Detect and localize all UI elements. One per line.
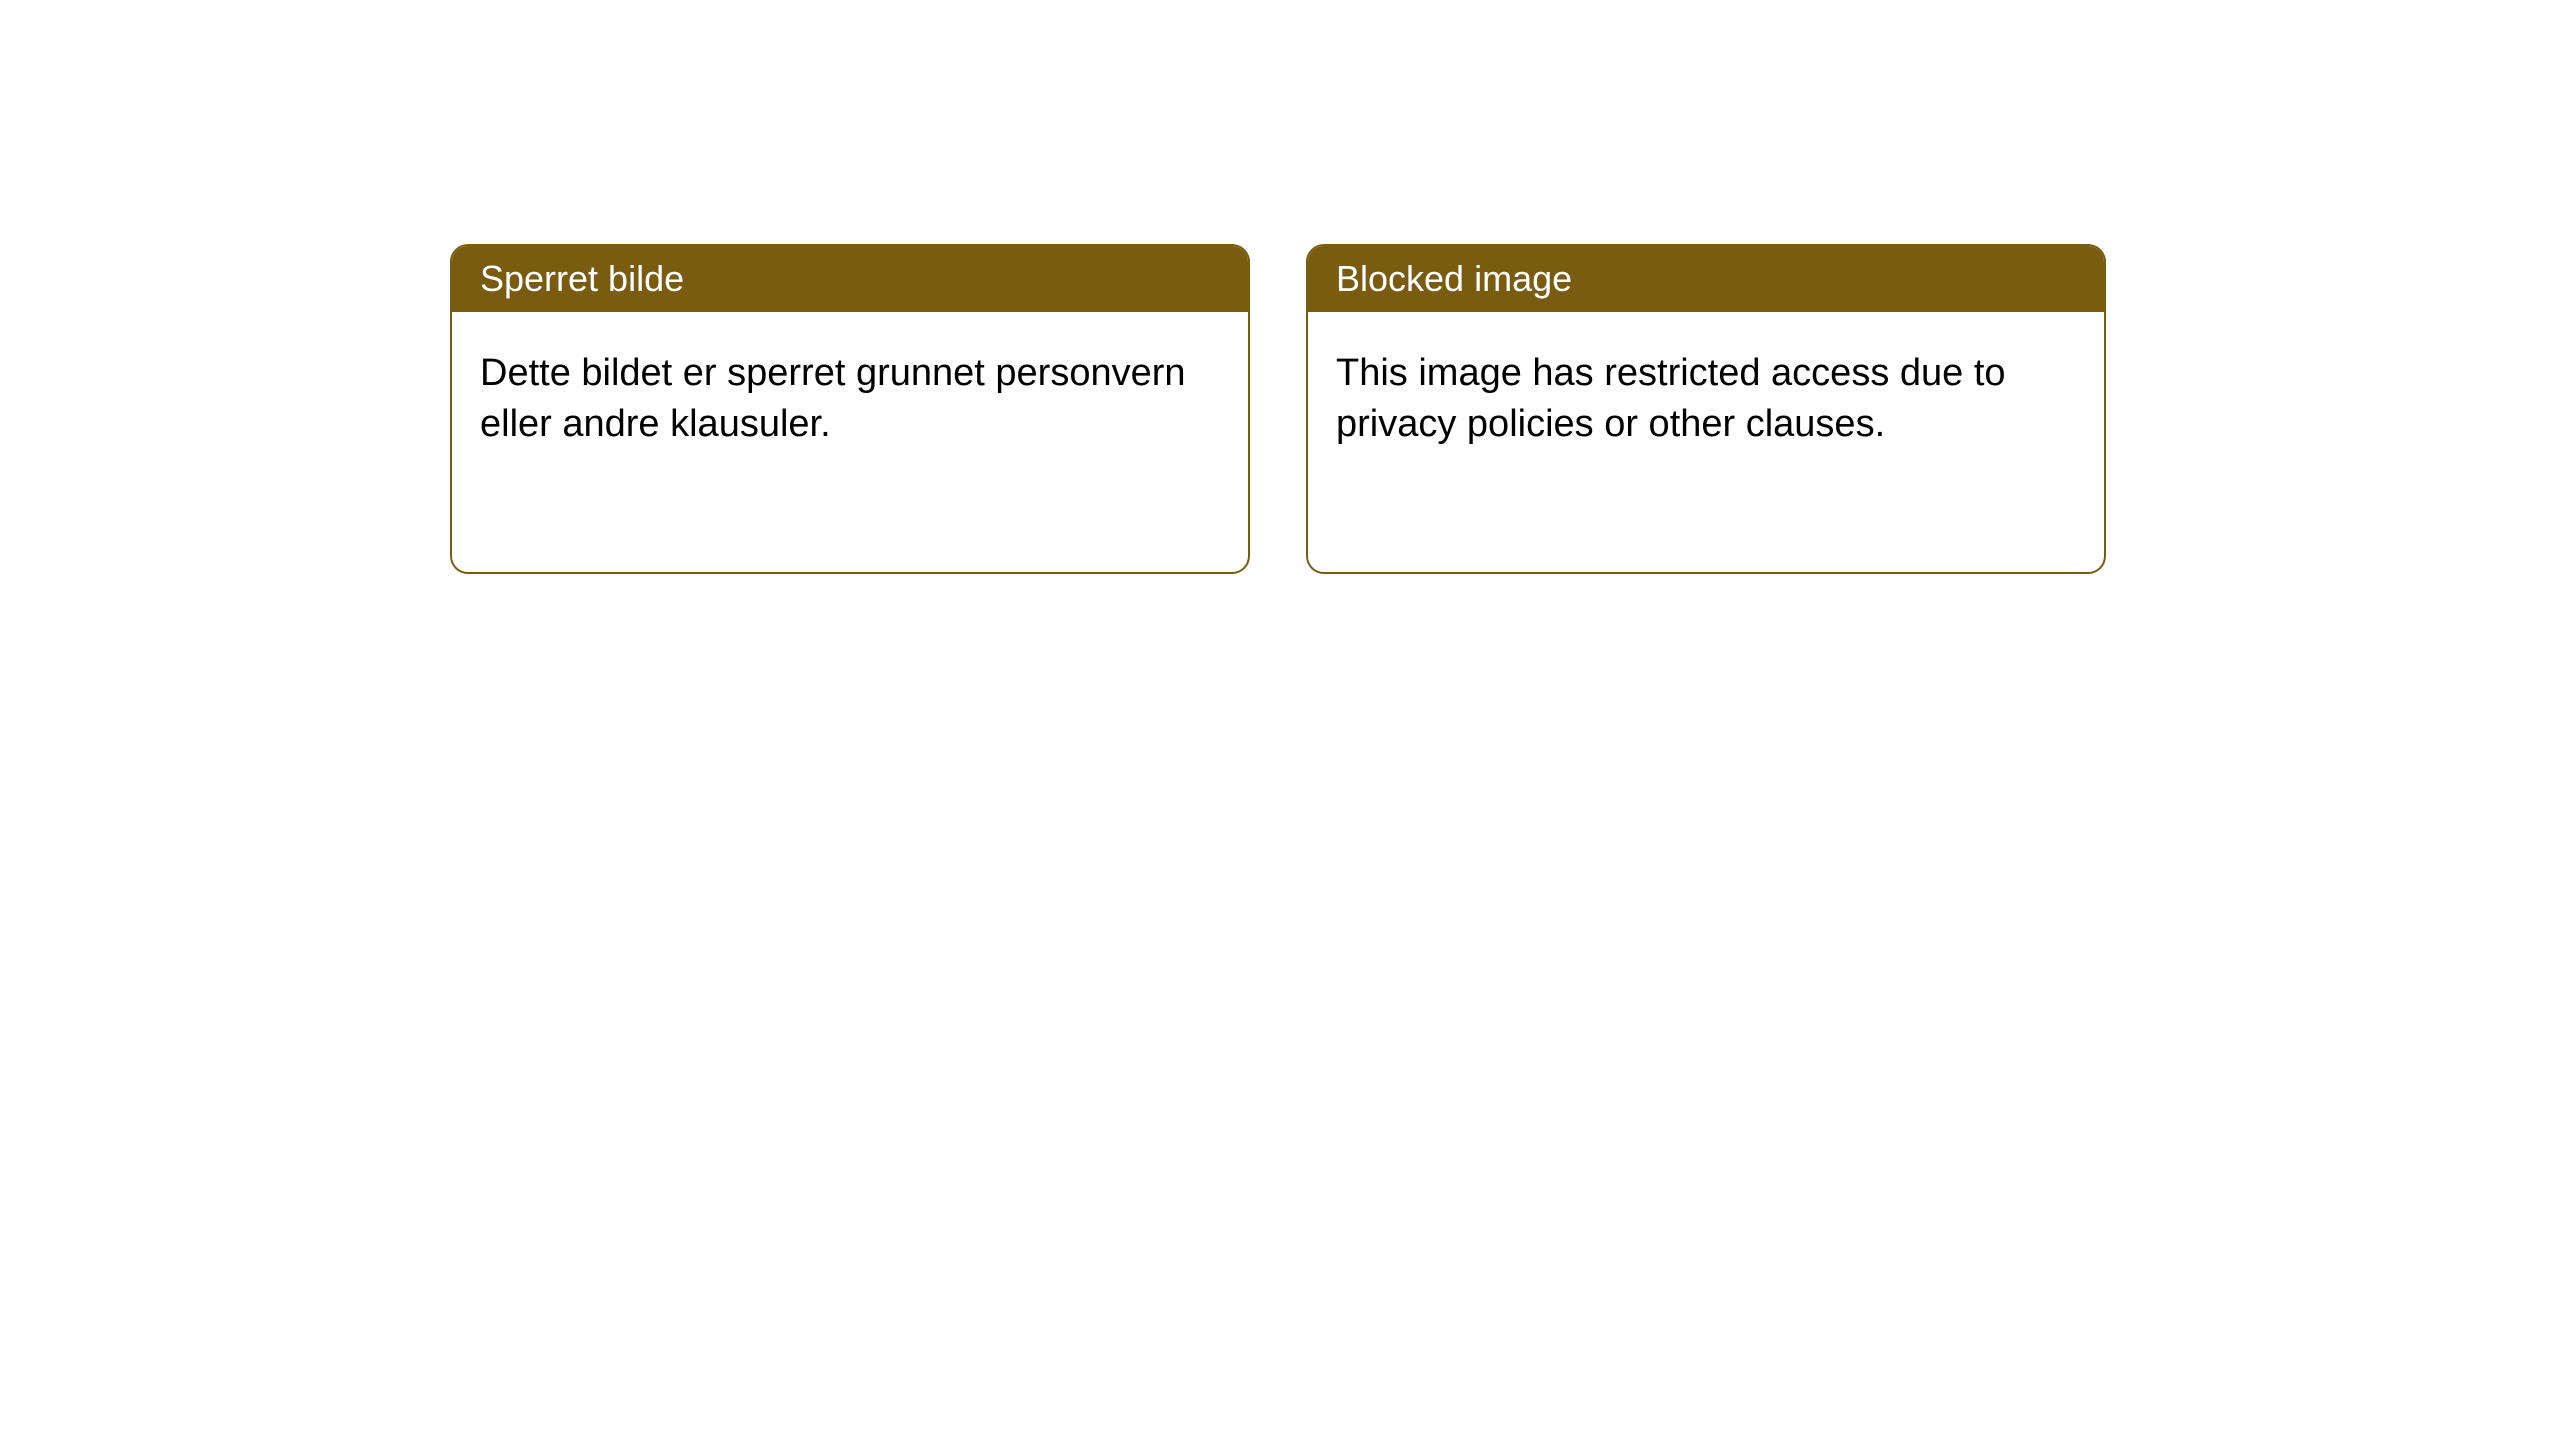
card-title: Sperret bilde	[480, 258, 684, 299]
card-body: Dette bildet er sperret grunnet personve…	[452, 312, 1248, 572]
notice-card-norwegian: Sperret bilde Dette bildet er sperret gr…	[450, 244, 1250, 574]
card-title: Blocked image	[1336, 258, 1572, 299]
card-header: Blocked image	[1308, 246, 2104, 312]
card-body-text: This image has restricted access due to …	[1336, 352, 2006, 445]
card-body: This image has restricted access due to …	[1308, 312, 2104, 572]
card-header: Sperret bilde	[452, 246, 1248, 312]
notice-card-english: Blocked image This image has restricted …	[1306, 244, 2106, 574]
notice-container: Sperret bilde Dette bildet er sperret gr…	[450, 244, 2106, 574]
card-body-text: Dette bildet er sperret grunnet personve…	[480, 352, 1186, 445]
